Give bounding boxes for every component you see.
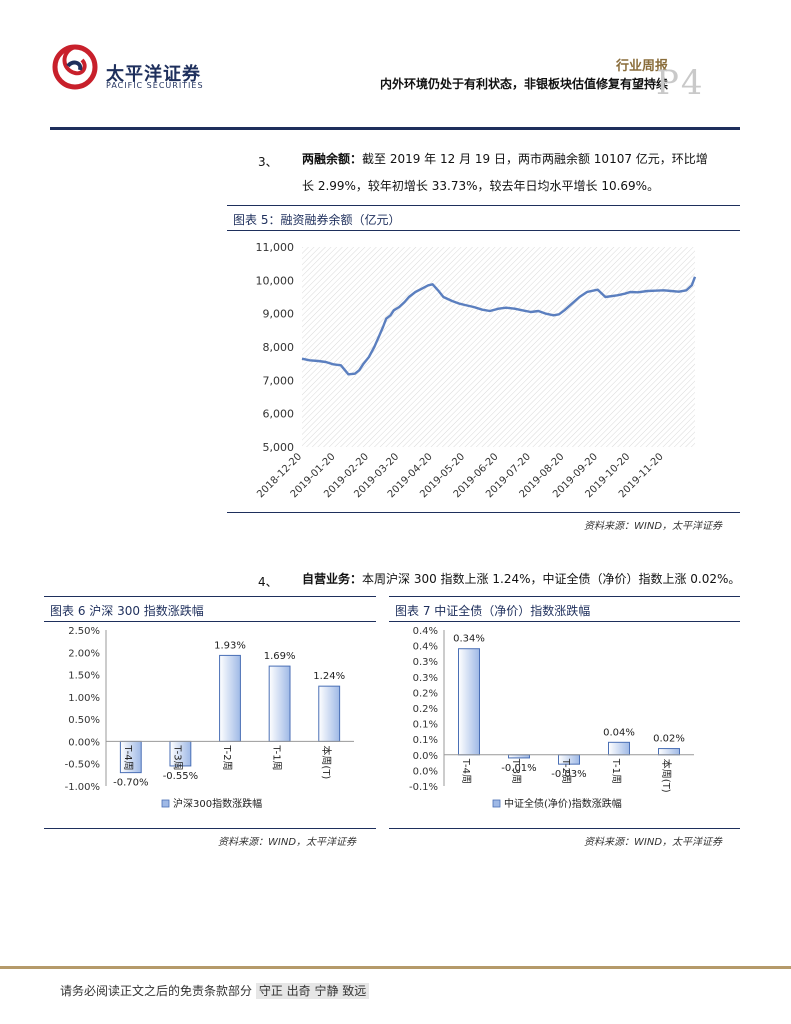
y-tick-label: 0.50%	[68, 715, 100, 726]
logo-company-name-en: PACIFIC SECURITIES	[106, 81, 204, 90]
bar-value-label: 0.02%	[653, 734, 685, 745]
bar	[608, 741, 630, 756]
section-3-line-2: 长 2.99%，较年初增长 33.73%，较去年日均水平增长 10.69%。	[302, 179, 660, 193]
x-category-label: T-1周	[271, 744, 283, 770]
x-category-label: T-2周	[221, 744, 233, 770]
footer-divider	[0, 966, 791, 969]
section-3-title: 两融余额：	[302, 152, 363, 166]
bar-value-label: -0.01%	[501, 763, 536, 774]
y-tick-label: -1.00%	[65, 782, 100, 793]
y-tick-label: 0.4%	[413, 626, 438, 637]
figure-7-caption: 图表 7 中证全债（净价）指数涨跌幅	[389, 596, 740, 622]
x-category-label: 本周(T)	[660, 759, 673, 793]
bar-value-label: -0.55%	[163, 771, 198, 782]
figure-5-line-chart: 5,0006,0007,0008,0009,00010,00011,000201…	[255, 241, 697, 500]
figure-7-source: 资料来源：WIND，太平洋证券	[584, 837, 723, 848]
bar	[458, 648, 480, 756]
footer-motto: 守正 出奇 宁静 致远	[255, 983, 370, 999]
footer-disclaimer: 请务必阅读正文之后的免责条款部分	[60, 984, 253, 998]
x-category-label: T-3周	[510, 758, 522, 784]
bar	[658, 748, 680, 756]
figure-5-source-divider	[227, 512, 740, 513]
bar	[268, 665, 291, 742]
y-tick-label: 11,000	[256, 241, 295, 254]
x-category-label: T-3周	[171, 744, 183, 770]
x-category-label: 本周(T)	[320, 745, 333, 779]
y-tick-label: 6,000	[263, 408, 295, 421]
page-number: P4	[656, 63, 705, 103]
y-tick-label: 0.0%	[413, 766, 438, 777]
x-category-label: T-4周	[122, 744, 134, 770]
section-3-line-1: 截至 2019 年 12 月 19 日，两市两融余额 10107 亿元，环比增	[362, 152, 708, 166]
section-4-paragraph: 自营业务：本周沪深 300 指数上涨 1.24%，中证全债（净价）指数上涨 0.…	[302, 566, 747, 593]
section-3-paragraph: 两融余额：截至 2019 年 12 月 19 日，两市两融余额 10107 亿元…	[302, 146, 742, 200]
y-tick-label: 8,000	[263, 341, 295, 354]
bar-value-label: 1.93%	[214, 640, 246, 651]
margin-balance-line	[301, 276, 697, 376]
y-tick-label: 9,000	[263, 308, 295, 321]
section-4-number: 4、	[258, 575, 278, 589]
bar-value-label: 1.69%	[264, 651, 296, 662]
y-tick-label: -0.1%	[409, 782, 438, 793]
y-tick-label: 2.00%	[68, 648, 100, 659]
bar-value-label: -0.70%	[113, 778, 148, 789]
y-tick-label: -0.50%	[65, 760, 100, 771]
y-tick-label: 0.3%	[413, 673, 438, 684]
y-tick-label: 5,000	[263, 441, 295, 454]
bar-value-label: 0.04%	[603, 727, 635, 738]
report-type: 行业周报	[615, 59, 668, 74]
logo-company-name: 太平洋证券	[106, 64, 201, 85]
figure-5-caption: 图表 5：融资融券余额（亿元）	[227, 205, 740, 231]
y-tick-label: 0.2%	[413, 704, 438, 715]
y-tick-label: 0.4%	[413, 642, 438, 653]
footer: 请务必阅读正文之后的免责条款部分 守正 出奇 宁静 致远	[60, 982, 370, 999]
y-tick-label: 0.1%	[413, 720, 438, 731]
y-tick-label: 0.2%	[413, 688, 438, 699]
plot-area-background	[302, 247, 695, 447]
figure-6-source-divider	[44, 828, 376, 829]
bar-value-label: 1.24%	[313, 671, 345, 682]
section-3-number: 3、	[258, 155, 278, 169]
header-divider	[50, 127, 740, 130]
figure-6-bar-chart: -1.00% -0.50% 0.00% 0.50% 1.00% 1.50% 2.00% 2.5…	[65, 626, 354, 810]
x-category-label: T-4周	[460, 758, 472, 784]
legend-swatch	[492, 799, 501, 808]
legend-label: 沪深300指数涨跌幅	[173, 797, 262, 810]
x-category-label: T-2周	[560, 758, 572, 784]
bar	[219, 654, 241, 742]
y-tick-label: 0.0%	[413, 751, 438, 762]
legend-swatch	[161, 799, 170, 808]
y-tick-label: 0.1%	[413, 735, 438, 746]
bar-value-label: 0.34%	[453, 634, 485, 645]
bar-value-label: -0.03%	[551, 769, 586, 780]
x-category-label: T-1周	[610, 758, 622, 784]
y-tick-label: 1.50%	[68, 671, 100, 682]
figure-7-bar-chart: -0.1% 0.0% 0.0% 0.1% 0.1% 0.2% 0.2% 0.3% 0.3% 0.4…	[409, 626, 694, 810]
y-tick-label: 0.3%	[413, 657, 438, 668]
report-headline: 内外环境仍处于有利状态，非银板块估值修复有望持续	[379, 77, 668, 91]
figure-6-caption: 图表 6 沪深 300 指数涨跌幅	[44, 596, 376, 622]
figure-6-source: 资料来源：WIND，太平洋证券	[218, 837, 357, 848]
pacific-securities-logo-icon	[52, 44, 98, 90]
y-tick-label: 10,000	[256, 274, 295, 287]
legend-label: 中证全债(净价)指数涨跌幅	[504, 797, 622, 810]
y-tick-label: 2.50%	[68, 626, 100, 637]
y-tick-label: 0.00%	[68, 737, 100, 748]
figure-5-source: 资料来源：WIND，太平洋证券	[584, 521, 723, 532]
y-tick-label: 7,000	[263, 374, 295, 387]
figure-7-source-divider	[389, 828, 740, 829]
section-4-text: 本周沪深 300 指数上涨 1.24%，中证全债（净价）指数上涨 0.02%。	[362, 572, 741, 586]
bar	[318, 685, 341, 742]
y-tick-label: 1.00%	[68, 693, 100, 704]
section-4-title: 自营业务：	[302, 572, 363, 586]
